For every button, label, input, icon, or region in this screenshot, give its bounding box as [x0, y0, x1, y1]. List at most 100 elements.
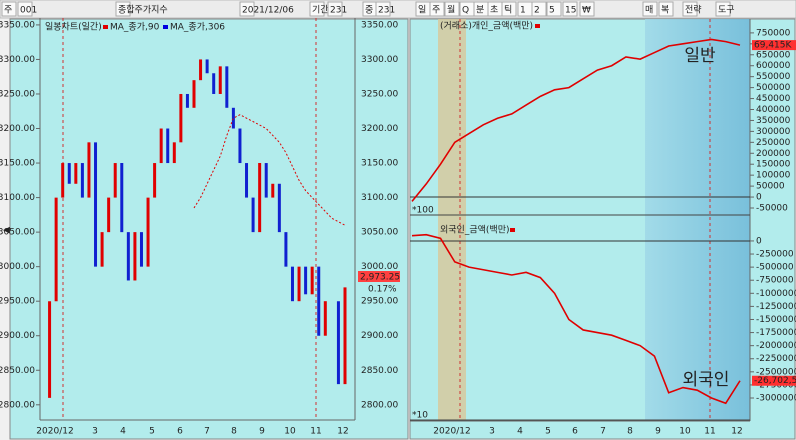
toolbar-button[interactable]: [115, 1, 131, 17]
toolbar-label[interactable]: 기간: [312, 5, 329, 16]
toolbar-button[interactable]: [17, 1, 33, 17]
y-tick-label: 0: [756, 236, 762, 246]
toolbar-label[interactable]: 주: [4, 5, 12, 16]
toolbar-label[interactable]: Q: [462, 6, 469, 16]
highlight-range: [438, 19, 466, 421]
legend-entry: MA_종가,306: [170, 22, 225, 33]
y-tick-label: 50000: [756, 182, 785, 192]
toolbar-label[interactable]: 231: [330, 6, 347, 16]
y-tick-label: 3300.00: [0, 55, 35, 65]
x-tick-label: 10: [679, 427, 691, 437]
y-tick-label: -500000: [756, 263, 794, 273]
toolbar-label[interactable]: 일: [418, 5, 426, 16]
panel-title: (거래소)개인_금액(백만): [440, 20, 533, 32]
toolbar-label[interactable]: 001: [20, 6, 37, 16]
toolbar-label[interactable]: 15: [565, 6, 576, 16]
y-tick-label: -250000: [756, 250, 794, 260]
x-tick-label: 4: [120, 427, 126, 437]
scroll-arrow[interactable]: ◀: [3, 226, 10, 236]
y-tick-label: -750000: [756, 276, 794, 286]
toolbar-label[interactable]: 중: [365, 5, 373, 16]
x-tick-label: 4: [517, 427, 523, 437]
y-tick-label: 2900.00: [361, 331, 398, 341]
toolbar-button[interactable]: [682, 1, 698, 17]
x-tick-label: 7: [600, 427, 606, 437]
y-tick-label: 3050.00: [0, 228, 35, 238]
x-tick-label: 5: [545, 427, 551, 437]
y-tick-label: -50000: [756, 203, 788, 213]
y-tick-label: 3000.00: [361, 262, 398, 272]
x-tick-label: 11: [704, 427, 715, 437]
y-tick-label: 150000: [756, 160, 791, 170]
toolbar-label[interactable]: 도구: [718, 5, 735, 16]
toolbar-button[interactable]: [239, 1, 255, 17]
toolbar-label[interactable]: 231: [378, 6, 395, 16]
y-tick-label: 600000: [756, 61, 791, 71]
y-tick-label: 2800.00: [0, 400, 35, 410]
toolbar-label[interactable]: 주: [432, 5, 440, 16]
y-tick-label: 2950.00: [361, 297, 398, 307]
toolbar-button[interactable]: [546, 1, 562, 17]
y-tick-label: 3000.00: [0, 262, 35, 272]
y-tick-label: -1750000: [756, 328, 796, 338]
toolbar-button[interactable]: [531, 1, 547, 17]
y-tick-label: 3150.00: [0, 159, 35, 169]
x-tick-label: 3: [92, 427, 98, 437]
y-tick-label: 450000: [756, 94, 791, 104]
toolbar-label[interactable]: 복: [661, 5, 669, 16]
toolbar-button[interactable]: [429, 1, 445, 17]
legend-swatch: [103, 25, 108, 29]
value-tag: [752, 375, 796, 386]
toolbar-button[interactable]: [444, 1, 460, 17]
toolbar-button[interactable]: [501, 1, 517, 17]
legend-swatch: [535, 24, 540, 28]
toolbar-label[interactable]: 1: [520, 6, 526, 16]
last-value: 69,415K: [754, 41, 792, 51]
highlight-range: [645, 19, 750, 421]
y-tick-label: 550000: [756, 72, 791, 82]
y-tick-label: 750000: [756, 28, 791, 38]
toolbar-label[interactable]: 분: [476, 5, 484, 16]
annotation: 일반: [684, 46, 716, 66]
x-tick-label: 2020/12: [36, 427, 73, 437]
toolbar: [0, 0, 796, 19]
toolbar-button[interactable]: [562, 1, 578, 17]
y-tick-label: 3250.00: [361, 89, 398, 99]
toolbar-label[interactable]: 2: [534, 6, 540, 16]
toolbar-button[interactable]: [1, 1, 17, 17]
x-tick-label: 9: [259, 427, 265, 437]
y-tick-label: 3300.00: [361, 55, 398, 65]
y-tick-label: 3350.00: [361, 20, 398, 30]
last-price: 2,973.25: [360, 273, 400, 283]
y-tick-label: 200000: [756, 149, 791, 159]
toolbar-label[interactable]: 2021/12/06: [242, 6, 294, 16]
toolbar-label[interactable]: ₩: [582, 6, 591, 16]
annotation: 외국인: [683, 370, 730, 390]
toolbar-button[interactable]: [309, 1, 325, 17]
toolbar-label[interactable]: 매: [645, 5, 653, 16]
toolbar-button[interactable]: [579, 1, 595, 17]
toolbar-label[interactable]: 틱: [504, 4, 512, 16]
toolbar-button[interactable]: [327, 1, 343, 17]
toolbar-button[interactable]: [658, 1, 674, 17]
x-tick-label: 12: [731, 427, 742, 437]
toolbar-label[interactable]: 종합주가지수: [118, 5, 168, 16]
y-tick-label: 3250.00: [0, 89, 35, 99]
toolbar-label[interactable]: 월: [447, 4, 455, 16]
toolbar-button[interactable]: [375, 1, 391, 17]
toolbar-button[interactable]: [642, 1, 658, 17]
y-tick-label: 350000: [756, 116, 791, 126]
toolbar-label[interactable]: 초: [490, 5, 498, 16]
x-tick-label: 9: [655, 427, 661, 437]
last-value: -26,702,57: [754, 376, 796, 386]
toolbar-button[interactable]: [715, 1, 731, 17]
y-tick-label: 2900.00: [0, 331, 35, 341]
left-panel: [9, 18, 409, 440]
y-tick-label: 3100.00: [361, 193, 398, 203]
value-tag: [752, 40, 796, 51]
toolbar-label[interactable]: 전략: [685, 4, 702, 16]
toolbar-label[interactable]: 5: [549, 6, 555, 16]
series-line: [411, 38, 741, 202]
y-tick-label: 3200.00: [361, 124, 398, 134]
price-change: 0.17%: [368, 285, 397, 295]
